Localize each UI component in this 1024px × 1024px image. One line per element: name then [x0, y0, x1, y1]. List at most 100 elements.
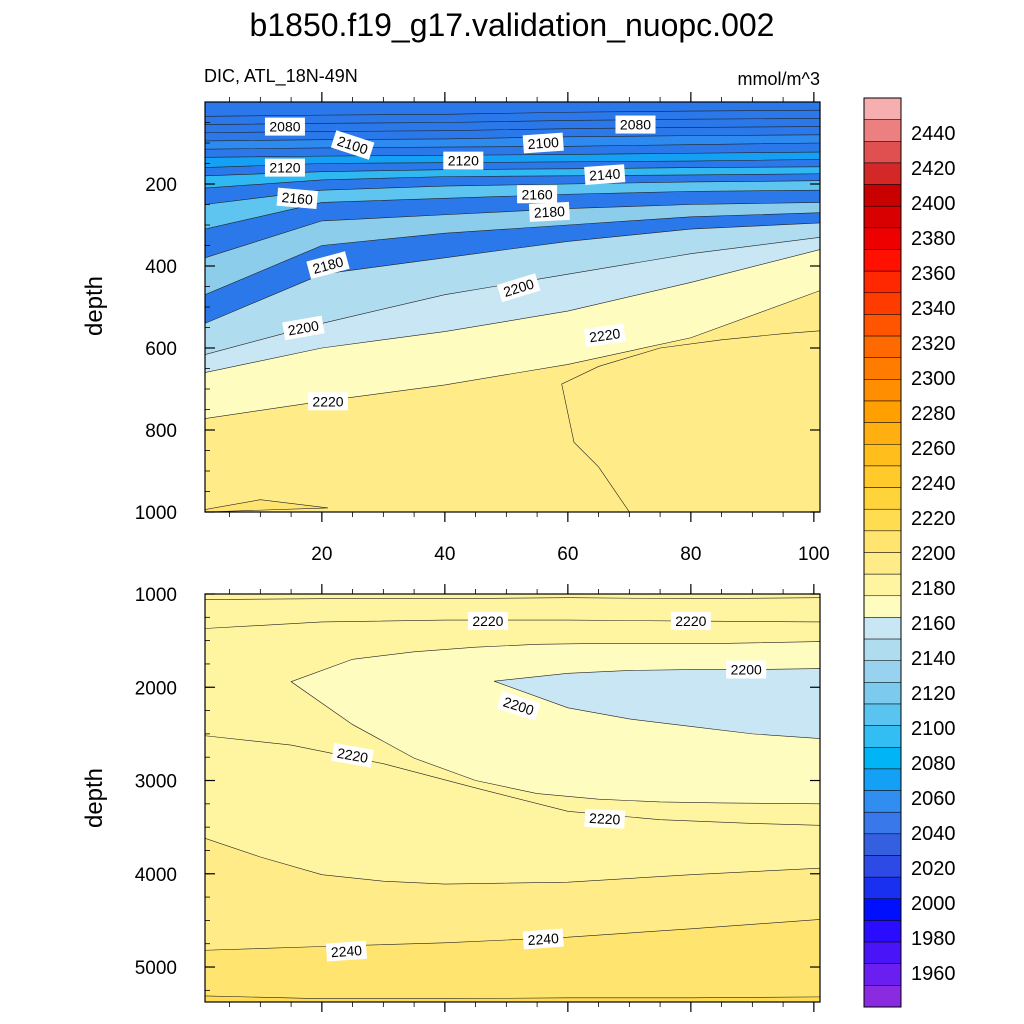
upper-contour-line-2190: [205, 222, 820, 324]
upper-contour-label: 2220: [583, 323, 626, 347]
upper-contour-label: 2120: [443, 151, 484, 170]
lower-contour-line-2220: [205, 735, 820, 826]
lower-closed-contour-2200: [493, 668, 820, 739]
upper-x-tick-label: 60: [557, 544, 578, 565]
colorbar-label: 2380: [911, 228, 956, 250]
lower-contour-panel: 2220 222022002200222022202240224010002000…: [135, 584, 821, 1012]
upper-y-tick-label: 400: [145, 257, 177, 278]
upper-y-axis-label: depth: [81, 276, 108, 336]
colorbar-swatch: [863, 162, 902, 185]
colorbar-swatch: [863, 444, 902, 467]
colorbar-label: 2140: [911, 648, 956, 670]
upper-x-tick-label: 20: [311, 544, 332, 565]
upper-contour-label-text: 2140: [589, 165, 621, 183]
lower-contour-label: 2240: [522, 928, 564, 950]
upper-contour-line-2220: [205, 290, 820, 419]
upper-contour-label-text: 2160: [522, 186, 553, 202]
upper-contour-label: 2200: [282, 315, 325, 341]
lower-contour-line-2220: [205, 597, 820, 600]
colorbar-swatch: [863, 941, 902, 964]
upper-contour-line-2140: [205, 173, 820, 189]
colorbar-label: 2360: [911, 263, 956, 285]
upper-contour-label-text: 2100: [527, 134, 559, 152]
colorbar-swatch: [863, 595, 902, 618]
colorbar-label: 2060: [911, 788, 956, 810]
lower-band-fill-bottom: [205, 995, 820, 1002]
upper-contour-line-2090: [205, 134, 820, 142]
upper-x-tick-label: 40: [434, 544, 455, 565]
upper-contour-label: 2160: [276, 187, 318, 210]
colorbar-swatch: [863, 487, 902, 510]
colorbar-swatch: [863, 314, 902, 337]
colorbar-label: 2260: [911, 438, 956, 460]
lower-plot-frame: [204, 593, 821, 1003]
colorbar-label: 2320: [911, 333, 956, 355]
upper-contour-label: 2140: [584, 164, 626, 185]
colorbar-swatch: [863, 617, 902, 640]
upper-contour-line-2180: [205, 212, 820, 295]
colorbar-label: 2280: [911, 403, 956, 425]
colorbar-swatch: [863, 811, 902, 835]
lower-band-fill-2240: [205, 919, 820, 999]
colorbar-label: 2440: [911, 123, 956, 145]
colorbar-swatch: [863, 270, 902, 294]
colorbar-swatch: [863, 855, 902, 878]
colorbar-swatch: [863, 833, 902, 856]
upper-contour-label: 2080: [264, 117, 305, 136]
lower-y-tick-label: 1000: [135, 585, 177, 606]
lower-y-tick-label: 5000: [135, 958, 177, 979]
lower-contour-label-text: 2240: [330, 942, 362, 960]
lower-contour-label: 2220: [331, 742, 374, 768]
panel-subtitle-left: DIC, ATL_18N-49N: [204, 66, 358, 87]
colorbar-swatch: [863, 985, 902, 1008]
upper-contour-label-text: 2220: [588, 325, 621, 345]
upper-contour-label: 2100: [522, 132, 564, 154]
colorbar: 1960 1980 2000 2020 2040 2060 2080 2100 2120 2140…: [863, 97, 956, 1008]
colorbar-swatch: [863, 552, 902, 575]
upper-contour-label: 2120: [264, 158, 305, 177]
colorbar-swatch: [863, 638, 902, 661]
colorbar-label: 2340: [911, 298, 956, 320]
lower-contour-label: 2220: [584, 808, 626, 829]
colorbar-swatch: [863, 920, 902, 943]
colorbar-swatch: [863, 682, 902, 705]
colorbar-swatch: [863, 790, 902, 813]
colorbar-swatch: [863, 963, 902, 986]
colorbar-swatch: [863, 335, 902, 358]
colorbar-swatch: [863, 205, 902, 229]
lower-contour-line-2230: [205, 838, 820, 885]
lower-contour-label-text: 2240: [527, 930, 559, 948]
lower-contour-line-2250: [205, 995, 820, 1000]
lower-y-tick-label: 4000: [135, 865, 177, 886]
upper-contour-line-2110: [205, 151, 820, 158]
lower-contour-label: 2220: [467, 612, 508, 631]
colorbar-swatch: [863, 249, 902, 272]
colorbar-label: 2200: [911, 543, 956, 565]
colorbar-swatch: [863, 703, 902, 726]
lower-y-axis-label: depth: [81, 768, 108, 828]
lower-contour-label-text: 2200: [731, 662, 762, 678]
colorbar-label: 2120: [911, 683, 956, 705]
colorbar-label: 2000: [911, 893, 956, 915]
lower-contour-label: 2200: [726, 660, 767, 679]
colorbar-label: 2300: [911, 368, 956, 390]
colorbar-swatch: [863, 660, 902, 683]
upper-contour-label-text: 2120: [269, 160, 300, 176]
colorbar-swatch: [863, 876, 902, 900]
colorbar-swatch: [863, 400, 902, 423]
colorbar-swatch: [863, 141, 902, 164]
upper-contour-label: 2160: [517, 185, 558, 204]
lower-band-fill-2220: [205, 594, 820, 629]
upper-contour-label: 2180: [306, 251, 350, 280]
lower-y-tick-label: 3000: [135, 772, 177, 793]
main-title: b1850.f19_g17.validation_nuopc.002: [250, 7, 775, 43]
colorbar-label: 1960: [911, 963, 956, 985]
upper-contour-label-text: 2080: [620, 117, 651, 133]
colorbar-label: 2020: [911, 858, 956, 880]
colorbar-swatch: [863, 465, 902, 488]
lower-contour-label-text: 2220: [589, 810, 621, 828]
upper-contour-line-2210: [205, 249, 820, 373]
colorbar-swatch: [863, 508, 902, 532]
colorbar-swatch: [863, 292, 902, 315]
